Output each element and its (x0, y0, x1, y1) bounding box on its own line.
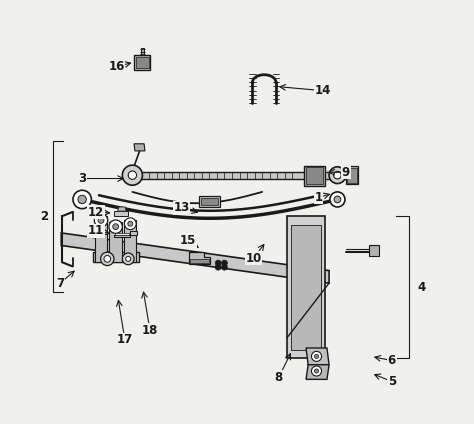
Text: 14: 14 (315, 84, 331, 97)
Polygon shape (287, 216, 325, 358)
Bar (135, 55, 150, 70)
Bar (304, 165, 325, 186)
Circle shape (98, 218, 104, 223)
Circle shape (122, 253, 134, 265)
Bar (306, 167, 323, 184)
Circle shape (125, 218, 136, 229)
Polygon shape (134, 144, 145, 151)
Circle shape (122, 165, 142, 185)
Circle shape (334, 171, 341, 179)
Text: 9: 9 (342, 166, 350, 179)
Circle shape (314, 369, 319, 373)
Circle shape (221, 264, 228, 270)
Circle shape (104, 256, 110, 262)
Bar (132, 172, 337, 179)
Circle shape (311, 351, 321, 361)
Circle shape (113, 224, 118, 229)
Polygon shape (306, 348, 329, 365)
Text: 10: 10 (246, 251, 262, 265)
Polygon shape (92, 252, 139, 262)
Polygon shape (61, 233, 329, 283)
Circle shape (330, 192, 345, 207)
Circle shape (221, 260, 228, 266)
Bar (335, 172, 354, 179)
Circle shape (126, 257, 131, 261)
Polygon shape (95, 216, 107, 262)
Polygon shape (190, 259, 209, 262)
Text: 18: 18 (142, 324, 158, 337)
Text: 8: 8 (275, 371, 283, 384)
Polygon shape (114, 211, 128, 216)
Polygon shape (115, 233, 128, 235)
Text: 4: 4 (417, 281, 425, 294)
Circle shape (311, 366, 321, 376)
Text: 5: 5 (388, 375, 396, 388)
Polygon shape (306, 365, 329, 379)
Circle shape (329, 167, 346, 184)
Circle shape (215, 264, 221, 270)
Text: 17: 17 (117, 333, 133, 346)
Bar (347, 167, 357, 183)
Circle shape (109, 220, 122, 233)
Circle shape (100, 252, 114, 265)
Text: 1: 1 (315, 191, 323, 204)
Polygon shape (114, 231, 137, 237)
Circle shape (334, 196, 341, 203)
Circle shape (128, 171, 137, 179)
Circle shape (78, 195, 86, 204)
Text: 13: 13 (173, 201, 190, 214)
Polygon shape (292, 225, 321, 350)
Text: 16: 16 (108, 60, 125, 73)
Circle shape (314, 354, 319, 358)
Polygon shape (125, 220, 136, 262)
Bar (141, 47, 144, 55)
Bar (201, 198, 218, 205)
Polygon shape (189, 252, 210, 264)
Text: 3: 3 (78, 172, 86, 185)
Bar (200, 196, 220, 206)
Polygon shape (369, 245, 379, 256)
Text: 11: 11 (88, 224, 104, 237)
Circle shape (128, 221, 133, 226)
Polygon shape (118, 207, 126, 211)
Text: 6: 6 (388, 354, 396, 367)
Circle shape (73, 190, 91, 209)
Circle shape (215, 260, 221, 266)
Text: 2: 2 (40, 210, 48, 223)
Bar (136, 57, 149, 68)
Text: 15: 15 (180, 234, 196, 247)
Bar (346, 166, 358, 184)
Polygon shape (109, 223, 122, 262)
Text: 12: 12 (88, 206, 104, 218)
Text: 7: 7 (56, 276, 64, 290)
Circle shape (94, 214, 108, 227)
